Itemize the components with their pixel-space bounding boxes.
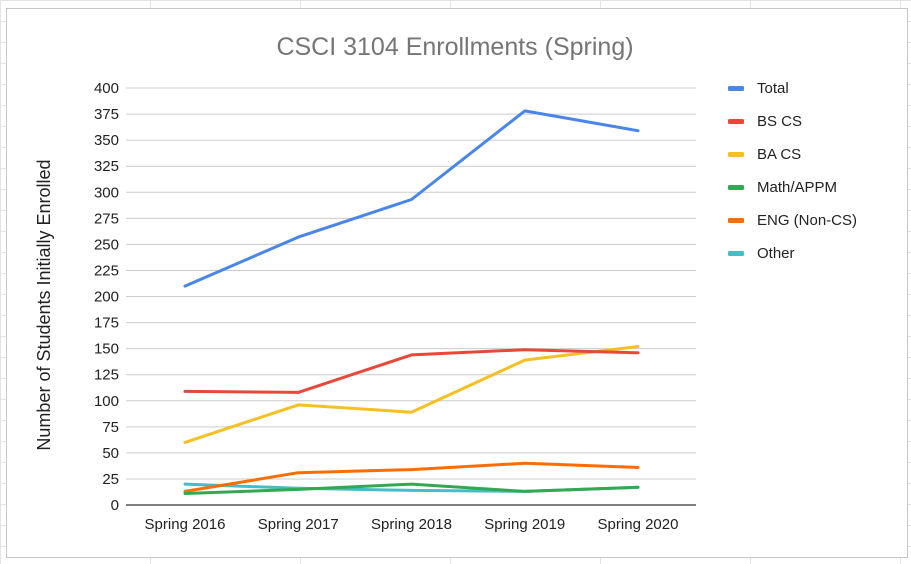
x-tick-label: Spring 2019 [484,516,565,533]
legend-item-bs-cs[interactable]: BS CS [728,113,802,130]
legend-item-eng-non-cs[interactable]: ENG (Non-CS) [728,212,857,229]
legend-swatch [728,119,744,124]
gridlines [126,87,696,506]
x-tick-label: Spring 2018 [371,516,452,533]
series-line-total [183,109,640,288]
y-tick-label: 25 [102,471,119,488]
y-tick-label: 100 [94,393,119,410]
chart-title: CSCI 3104 Enrollments (Spring) [276,33,633,61]
y-tick-label: 300 [94,184,119,201]
y-tick-label: 200 [94,289,119,306]
legend-swatch [728,185,744,190]
legend-swatch [728,152,744,157]
y-tick-label: 400 [94,80,119,97]
legend-label: Other [757,245,795,262]
legend-swatch [728,218,744,223]
y-tick-label: 125 [94,367,119,384]
y-tick-label: 75 [102,419,119,436]
series-line-math-appm [183,482,640,495]
legend-label: ENG (Non-CS) [757,212,857,229]
series-line-bs-cs [183,348,640,394]
x-tick-label: Spring 2016 [145,516,226,533]
y-tick-label: 175 [94,315,119,332]
legend-label: Total [757,80,789,97]
legend-swatch [728,251,744,256]
y-tick-label: 325 [94,158,119,175]
y-tick-labels: 0 25 50 75 100 125 150 175 200 225 250 275 300 325 350… [94,80,119,514]
legend[interactable]: Total BS CS BA CS Math/APPM ENG (Non-CS) Othe… [728,80,857,262]
series-line-eng-non-cs [183,461,640,493]
y-tick-label: 350 [94,132,119,149]
legend-item-total[interactable]: Total [728,80,789,97]
legend-label: BA CS [757,146,801,163]
y-tick-label: 275 [94,210,119,227]
legend-label: Math/APPM [757,179,837,196]
y-tick-label: 225 [94,262,119,279]
legend-label: BS CS [757,113,802,130]
legend-item-math-appm[interactable]: Math/APPM [728,179,837,196]
legend-item-other[interactable]: Other [728,245,795,262]
series-lines [183,109,640,495]
legend-item-ba-cs[interactable]: BA CS [728,146,801,163]
y-tick-label: 150 [94,341,119,358]
x-tick-label: Spring 2020 [598,516,679,533]
y-tick-label: 0 [111,497,119,514]
x-tick-label: Spring 2017 [258,516,339,533]
series-line-ba-cs [183,345,640,444]
legend-swatch [728,86,744,91]
y-tick-label: 250 [94,236,119,253]
y-tick-label: 50 [102,445,119,462]
y-tick-label: 375 [94,106,119,123]
y-axis-title: Number of Students Initially Enrolled [34,159,54,450]
x-tick-labels: Spring 2016 Spring 2017 Spring 2018 Spring … [145,516,679,533]
